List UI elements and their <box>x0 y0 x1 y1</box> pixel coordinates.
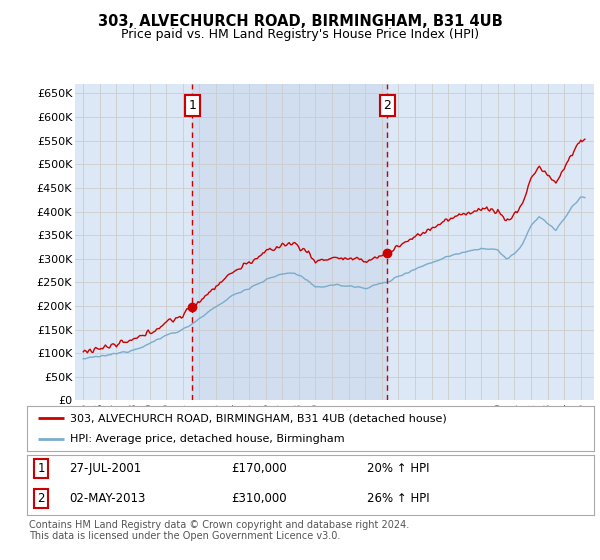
Text: £170,000: £170,000 <box>231 462 287 475</box>
Text: 303, ALVECHURCH ROAD, BIRMINGHAM, B31 4UB: 303, ALVECHURCH ROAD, BIRMINGHAM, B31 4U… <box>98 14 502 29</box>
Text: 20% ↑ HPI: 20% ↑ HPI <box>367 462 430 475</box>
Text: HPI: Average price, detached house, Birmingham: HPI: Average price, detached house, Birm… <box>70 433 344 444</box>
Text: 1: 1 <box>37 462 45 475</box>
Text: £310,000: £310,000 <box>231 492 287 505</box>
Bar <box>192 84 388 400</box>
Text: 27-JUL-2001: 27-JUL-2001 <box>70 462 142 475</box>
Text: 2: 2 <box>37 492 45 505</box>
Text: Price paid vs. HM Land Registry's House Price Index (HPI): Price paid vs. HM Land Registry's House … <box>121 28 479 41</box>
Text: 02-MAY-2013: 02-MAY-2013 <box>70 492 146 505</box>
Text: 303, ALVECHURCH ROAD, BIRMINGHAM, B31 4UB (detached house): 303, ALVECHURCH ROAD, BIRMINGHAM, B31 4U… <box>70 413 446 423</box>
Text: Contains HM Land Registry data © Crown copyright and database right 2024.
This d: Contains HM Land Registry data © Crown c… <box>29 520 409 542</box>
Text: 1: 1 <box>188 99 196 112</box>
Text: 26% ↑ HPI: 26% ↑ HPI <box>367 492 430 505</box>
Text: 2: 2 <box>383 99 391 112</box>
